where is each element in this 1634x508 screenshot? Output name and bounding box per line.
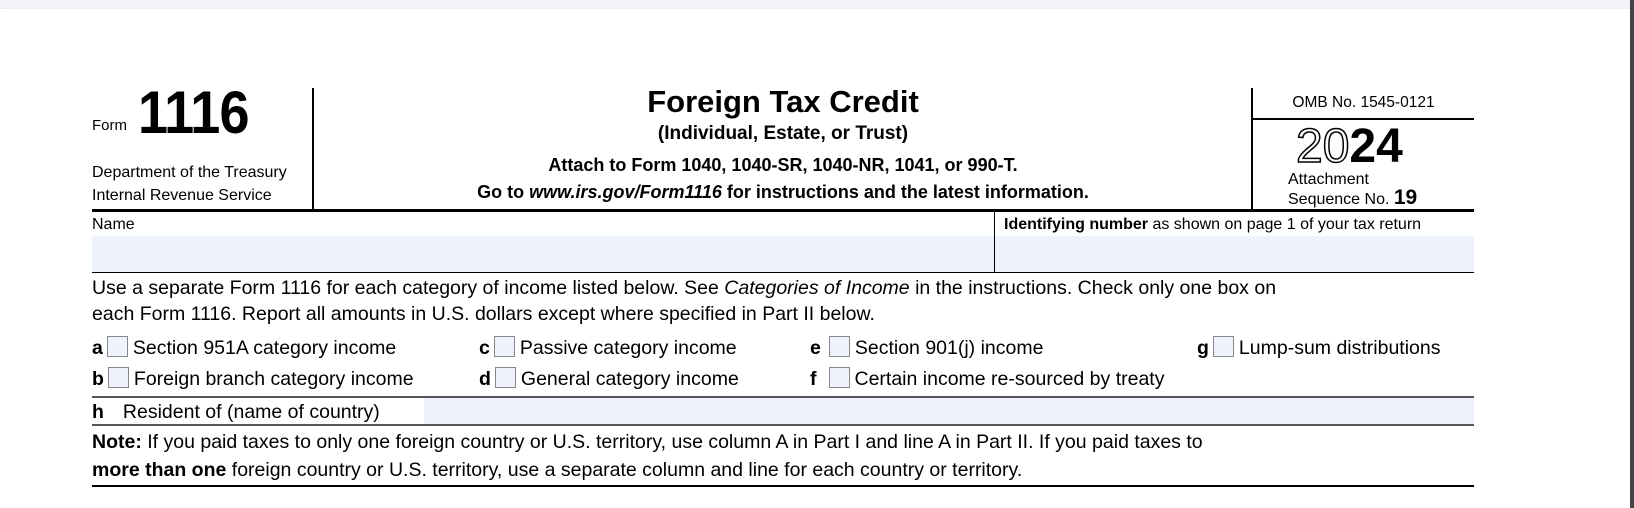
category-letter: a bbox=[92, 337, 103, 359]
category-letter: f bbox=[810, 368, 817, 390]
tax-year-bold: 24 bbox=[1349, 120, 1403, 173]
name-id-divider bbox=[994, 211, 995, 273]
goto-prefix: Go to bbox=[477, 182, 530, 202]
identifying-number-input[interactable] bbox=[995, 236, 1474, 272]
resident-letter: h bbox=[92, 401, 104, 423]
note-text: foreign country or U.S. territory, use a… bbox=[226, 459, 1023, 481]
header-divider-left bbox=[312, 88, 314, 210]
resident-text: Resident of (name of country) bbox=[122, 401, 380, 423]
category-a: a Section 951A category income bbox=[92, 336, 396, 360]
category-c: c Passive category income bbox=[479, 336, 737, 360]
omb-divider bbox=[1253, 118, 1474, 120]
resident-country-input[interactable] bbox=[424, 398, 1474, 424]
instructions-text: Use a separate Form 1116 for each catego… bbox=[92, 277, 725, 299]
instructions-line-1: Use a separate Form 1116 for each catego… bbox=[92, 277, 1276, 300]
category-label: Section 901(j) income bbox=[854, 337, 1044, 359]
department: Department of the Treasury bbox=[92, 164, 287, 181]
category-label: Lump-sum distributions bbox=[1238, 337, 1441, 359]
omb-number: OMB No. 1545-0121 bbox=[1292, 94, 1435, 111]
id-label-bold: Identifying number bbox=[1004, 216, 1148, 233]
name-row-rule bbox=[92, 272, 1474, 273]
category-label: Passive category income bbox=[519, 337, 737, 359]
instructions-italic: Categories of Income bbox=[724, 277, 910, 299]
header-divider-right bbox=[1251, 88, 1253, 210]
category-letter: g bbox=[1197, 337, 1209, 359]
header-bottom-rule bbox=[92, 209, 1474, 212]
category-letter: d bbox=[479, 368, 491, 390]
goto-instruction: Go to www.irs.gov/Form1116 for instructi… bbox=[314, 182, 1252, 203]
category-label: Section 951A category income bbox=[132, 337, 397, 359]
name-label: Name bbox=[92, 216, 135, 233]
attach-instruction: Attach to Form 1040, 1040-SR, 1040-NR, 1… bbox=[548, 155, 1018, 175]
category-b: b Foreign branch category income bbox=[92, 367, 414, 391]
service: Internal Revenue Service bbox=[92, 187, 272, 204]
category-e: e Section 901(j) income bbox=[810, 336, 1043, 360]
note-bold: Note: bbox=[92, 431, 142, 453]
category-letter: b bbox=[92, 368, 104, 390]
category-f: f Certain income re-sourced by treaty bbox=[810, 367, 1164, 391]
category-f-checkbox[interactable] bbox=[828, 367, 850, 388]
note-rule bbox=[92, 485, 1474, 487]
category-d-checkbox[interactable] bbox=[494, 367, 516, 388]
category-a-checkbox[interactable] bbox=[106, 336, 128, 357]
resident-label: h Resident of (name of country) bbox=[92, 401, 380, 424]
category-letter: c bbox=[479, 337, 490, 359]
viewer-top-band bbox=[0, 0, 1630, 9]
category-e-checkbox[interactable] bbox=[828, 336, 850, 357]
goto-suffix: for instructions and the latest informat… bbox=[721, 182, 1089, 202]
form-word: Form bbox=[92, 117, 127, 134]
note-line-2: more than one foreign country or U.S. te… bbox=[92, 459, 1022, 482]
category-b-checkbox[interactable] bbox=[107, 367, 129, 388]
sequence-value: 19 bbox=[1393, 186, 1418, 209]
tax-year-outline: 20 bbox=[1295, 119, 1350, 174]
form-title: Foreign Tax Credit bbox=[647, 84, 919, 119]
instructions-text: in the instructions. Check only one box … bbox=[909, 277, 1277, 299]
note-line-1: Note: If you paid taxes to only one fore… bbox=[92, 431, 1203, 454]
category-g: g Lump-sum distributions bbox=[1197, 336, 1441, 360]
irs-url-link[interactable]: www.irs.gov/Form1116 bbox=[529, 182, 722, 202]
category-label: Foreign branch category income bbox=[133, 368, 414, 390]
name-input[interactable] bbox=[92, 236, 994, 272]
category-d: d General category income bbox=[479, 367, 739, 391]
form-subtitle: (Individual, Estate, or Trust) bbox=[657, 123, 909, 144]
category-c-checkbox[interactable] bbox=[493, 336, 515, 357]
id-label: Identifying number as shown on page 1 of… bbox=[1004, 216, 1421, 234]
category-label: Certain income re-sourced by treaty bbox=[854, 368, 1165, 390]
resident-rule bbox=[92, 424, 1474, 426]
form-number: 1116 bbox=[138, 79, 249, 146]
category-g-checkbox[interactable] bbox=[1212, 336, 1234, 357]
note-text: If you paid taxes to only one foreign co… bbox=[141, 431, 1203, 453]
id-label-rest: as shown on page 1 of your tax return bbox=[1148, 216, 1422, 233]
category-label: General category income bbox=[520, 368, 739, 390]
attachment-label: Attachment bbox=[1288, 171, 1369, 188]
note-bold: more than one bbox=[92, 459, 227, 481]
categories-rule bbox=[92, 396, 1474, 398]
tax-year: 2024 bbox=[1295, 118, 1403, 176]
sequence-label: Sequence No. bbox=[1288, 191, 1390, 208]
instructions-line-2: each Form 1116. Report all amounts in U.… bbox=[92, 303, 875, 325]
viewer-scrollbar-edge[interactable] bbox=[1630, 0, 1634, 508]
sequence-number: Sequence No. 19 bbox=[1288, 186, 1417, 210]
category-letter: e bbox=[810, 337, 821, 359]
